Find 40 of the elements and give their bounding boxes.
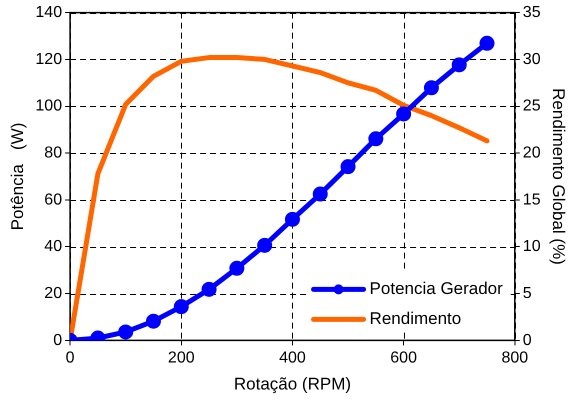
point xyxy=(424,80,439,96)
point xyxy=(312,186,328,202)
y2-tick-label: 20 xyxy=(522,144,541,162)
point xyxy=(257,238,272,253)
x-tick-label: 200 xyxy=(168,349,195,366)
x-axis-title: Rotação (RPM) xyxy=(234,374,352,394)
y-tick-label: 140 xyxy=(35,4,62,22)
x-tick-label: 800 xyxy=(501,349,528,366)
point xyxy=(368,131,384,146)
y-tick-label: 0 xyxy=(53,332,62,349)
point xyxy=(174,299,189,314)
y2-tick-label: 0 xyxy=(522,332,532,349)
y-tick-label: 80 xyxy=(44,144,62,162)
legend-label: Potencia Gerador xyxy=(370,279,504,298)
point xyxy=(284,212,300,227)
point xyxy=(340,159,356,174)
x-tick-label: 400 xyxy=(279,349,306,366)
x-tick-label: 0 xyxy=(66,349,75,366)
point xyxy=(452,57,467,72)
point xyxy=(229,260,244,276)
y-tick-label: 100 xyxy=(35,98,62,115)
y2-tick-label: 35 xyxy=(522,4,541,22)
y-tick-label: 120 xyxy=(35,50,62,68)
point xyxy=(202,282,217,297)
y2-tick-label: 10 xyxy=(522,238,541,256)
point xyxy=(396,106,412,122)
point xyxy=(480,36,495,51)
point xyxy=(146,314,161,329)
x-tick-label: 600 xyxy=(390,349,418,366)
y-axis-title: Potência (W) xyxy=(8,122,27,230)
y2-axis-title: Rendimento Global (%) xyxy=(549,88,568,265)
y2-tick-label: 30 xyxy=(522,50,541,68)
y2-tick-label: 5 xyxy=(522,284,532,302)
y2-tick-label: 25 xyxy=(522,98,541,115)
y2-tick-label: 15 xyxy=(522,191,541,208)
y-tick-label: 60 xyxy=(44,191,62,208)
y-tick-label: 20 xyxy=(44,284,62,302)
y-tick-label: 40 xyxy=(44,238,62,256)
legend-label: Rendimento xyxy=(370,309,462,328)
point xyxy=(118,324,134,340)
